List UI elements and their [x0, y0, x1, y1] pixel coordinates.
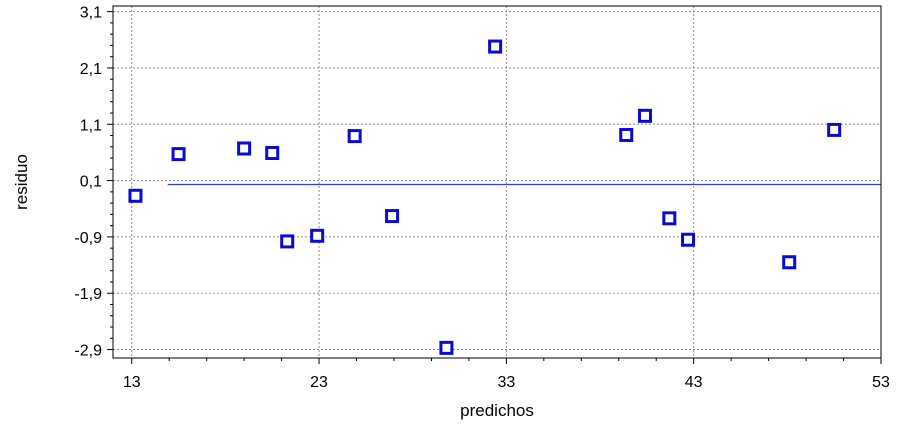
data-point: [782, 255, 797, 270]
y-tick-label: -2,9: [74, 343, 102, 360]
data-point: [681, 232, 696, 247]
plot-frame: [112, 5, 882, 359]
x-tick-label: 23: [310, 374, 328, 391]
data-points: [128, 39, 842, 355]
x-axis-title: predichos: [460, 401, 534, 420]
y-tick-label: 3,1: [80, 5, 102, 22]
data-point: [347, 129, 362, 144]
data-point: [385, 209, 400, 224]
x-tick-label: 43: [685, 374, 703, 391]
data-point: [237, 141, 252, 156]
y-tick-label: 0,1: [80, 174, 102, 191]
data-point: [310, 228, 325, 243]
data-point: [439, 340, 454, 355]
y-axis-ticks: 3,1 2,1 1,1 0,1 -0,9 -1,9 -2,9: [74, 5, 113, 360]
data-point: [619, 127, 634, 142]
data-point: [128, 188, 143, 203]
data-point: [280, 234, 295, 249]
data-point: [171, 147, 186, 162]
data-point: [662, 211, 677, 226]
x-tick-label: 13: [123, 374, 141, 391]
data-point: [265, 145, 280, 160]
x-tick-label: 33: [497, 374, 515, 391]
y-tick-label: -0,9: [74, 230, 102, 247]
y-tick-label: 1,1: [80, 117, 102, 134]
x-tick-label: 53: [872, 374, 890, 391]
y-tick-label: 2,1: [80, 61, 102, 78]
x-axis-ticks: 13 23 33 43 53: [123, 358, 890, 391]
y-axis-title: residuo: [12, 154, 31, 210]
data-point: [827, 122, 842, 137]
data-point: [488, 39, 503, 54]
data-point: [637, 108, 652, 123]
grid-lines: [113, 6, 882, 358]
y-tick-label: -1,9: [74, 286, 102, 303]
